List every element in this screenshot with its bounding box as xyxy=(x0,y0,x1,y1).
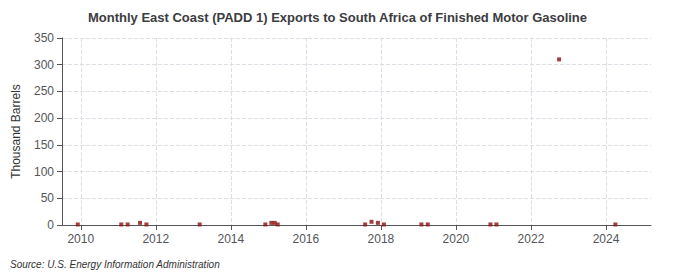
svg-text:0: 0 xyxy=(47,218,54,232)
svg-text:100: 100 xyxy=(34,165,54,179)
svg-text:50: 50 xyxy=(41,191,55,205)
svg-text:2020: 2020 xyxy=(443,232,470,246)
svg-text:2022: 2022 xyxy=(518,232,545,246)
svg-text:2018: 2018 xyxy=(368,232,395,246)
svg-text:2024: 2024 xyxy=(593,232,620,246)
svg-text:200: 200 xyxy=(34,111,54,125)
svg-text:Source: U.S. Energy Informatio: Source: U.S. Energy Information Administ… xyxy=(10,259,220,270)
svg-text:300: 300 xyxy=(34,58,54,72)
svg-text:350: 350 xyxy=(34,31,54,45)
svg-text:2010: 2010 xyxy=(67,232,94,246)
svg-text:2016: 2016 xyxy=(293,232,320,246)
svg-text:2012: 2012 xyxy=(142,232,169,246)
svg-text:Thousand Barrels: Thousand Barrels xyxy=(9,84,23,179)
svg-text:Monthly East Coast (PADD 1) Ex: Monthly East Coast (PADD 1) Exports to S… xyxy=(88,10,587,25)
svg-text:2014: 2014 xyxy=(217,232,244,246)
svg-text:150: 150 xyxy=(34,138,54,152)
svg-text:250: 250 xyxy=(34,84,54,98)
